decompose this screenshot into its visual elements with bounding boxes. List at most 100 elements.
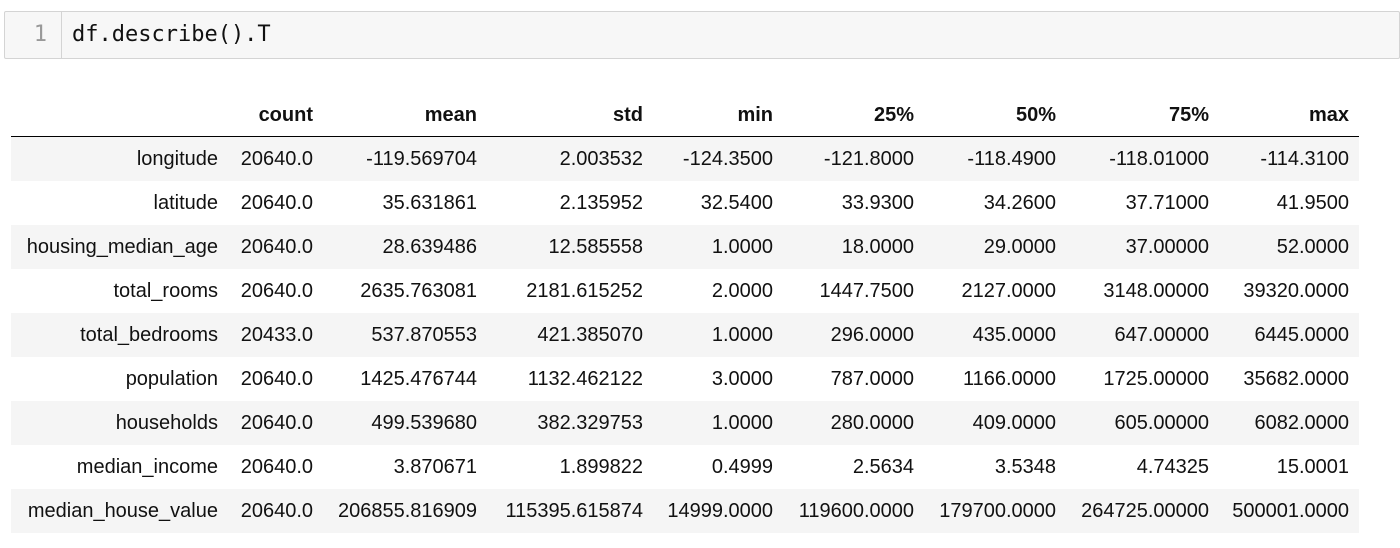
table-cell: 20640.0 [240,279,313,302]
row-label: total_bedrooms [80,323,218,346]
table-cell: 2.0000 [711,279,773,302]
table-cell: 3.5348 [994,455,1056,478]
table-cell: 647.00000 [1114,323,1209,346]
table-cell: 1425.476744 [360,367,477,390]
output-area: count mean std min 25% 50% 75% max longi… [11,94,1359,533]
table-cell: 119600.0000 [798,499,914,522]
table-cell: 20433.0 [240,323,313,346]
table-cell: -119.569704 [366,147,477,170]
table-row: population 20640.0 1425.476744 1132.462122 3… [11,357,1359,401]
table-cell: 37.00000 [1125,235,1209,258]
table-cell: 41.9500 [1276,191,1349,214]
table-cell: 115395.615874 [505,499,643,522]
table-cell: 421.385070 [537,323,643,346]
column-header: max [1219,94,1359,137]
table-cell: 179700.0000 [939,499,1056,522]
table-cell: 1447.7500 [819,279,914,302]
table-cell: 264725.00000 [1081,499,1209,522]
row-label: population [125,367,218,390]
dataframe-table: count mean std min 25% 50% 75% max longi… [11,94,1359,533]
column-header: count [228,94,323,137]
table-cell: 296.0000 [830,323,914,346]
table-cell: 39320.0000 [1243,279,1349,302]
table-row: median_house_value 20640.0 206855.816909 11… [11,489,1359,533]
table-cell: 20640.0 [240,191,313,214]
table-cell: 6082.0000 [1254,411,1349,434]
table-cell: 29.0000 [983,235,1056,258]
table-row: households 20640.0 499.539680 382.329753 1.0… [11,401,1359,445]
line-number: 1 [5,12,62,58]
table-row: median_income 20640.0 3.870671 1.899822 0.49… [11,445,1359,489]
table-cell: 33.9300 [841,191,914,214]
table-cell: 20640.0 [240,147,313,170]
row-label: median_income [76,455,218,478]
table-cell: 537.870553 [371,323,477,346]
row-label: latitude [153,191,219,214]
table-cell: 2127.0000 [961,279,1056,302]
table-cell: 206855.816909 [337,499,477,522]
row-label: median_house_value [27,499,218,522]
index-header [11,94,228,137]
table-cell: -114.3100 [1260,147,1349,170]
table-cell: 14999.0000 [667,499,773,522]
table-cell: 37.71000 [1125,191,1209,214]
table-cell: -118.01000 [1109,147,1209,170]
table-cell: 32.5400 [700,191,773,214]
table-cell: 20640.0 [240,367,313,390]
table-cell: 605.00000 [1114,411,1209,434]
table-cell: -124.3500 [682,147,773,170]
table-cell: 435.0000 [972,323,1056,346]
table-cell: 1132.462122 [527,367,643,390]
table-row: latitude 20640.0 35.631861 2.135952 32.5400 3… [11,181,1359,225]
table-cell: 34.2600 [983,191,1056,214]
table-row: longitude 20640.0 -119.569704 2.003532 -124.… [11,136,1359,181]
table-cell: 1166.0000 [962,367,1056,390]
table-cell: 15.0001 [1276,455,1349,478]
column-header: 25% [783,94,924,137]
table-cell: 787.0000 [830,367,914,390]
table-cell: 1.0000 [711,411,773,434]
row-label: longitude [136,147,218,170]
table-cell: 1725.00000 [1103,367,1209,390]
table-cell: 2181.615252 [526,279,643,302]
table-cell: 28.639486 [382,235,477,258]
table-cell: -118.4900 [967,147,1056,170]
table-cell: 1.899822 [559,455,643,478]
table-cell: 382.329753 [537,411,643,434]
table-cell: 20640.0 [240,455,313,478]
header-row: count mean std min 25% 50% 75% max [11,94,1359,137]
table-cell: 20640.0 [240,411,313,434]
table-cell: 409.0000 [972,411,1056,434]
table-cell: 280.0000 [830,411,914,434]
table-cell: 18.0000 [841,235,914,258]
column-header: std [487,94,653,137]
table-cell: 2.003532 [559,147,643,170]
table-cell: 20640.0 [240,499,313,522]
column-header: 50% [924,94,1066,137]
column-header: mean [323,94,487,137]
table-cell: 1.0000 [711,235,773,258]
table-cell: 3148.00000 [1103,279,1209,302]
row-label: total_rooms [113,279,219,302]
row-label: households [115,411,218,434]
row-label: housing_median_age [26,235,218,258]
table-cell: 2635.763081 [360,279,477,302]
table-cell: 3.870671 [393,455,477,478]
table-cell: 4.74325 [1136,455,1209,478]
table-cell: 2.5634 [852,455,914,478]
table-cell: 1.0000 [711,323,773,346]
table-cell: 6445.0000 [1254,323,1349,346]
table-row: housing_median_age 20640.0 28.639486 12.585… [11,225,1359,269]
code-cell[interactable]: 1 df.describe().T [4,11,1400,59]
table-cell: 35682.0000 [1243,367,1349,390]
table-row: total_rooms 20640.0 2635.763081 2181.615252… [11,269,1359,313]
table-row: total_bedrooms 20433.0 537.870553 421.38507… [11,313,1359,357]
code-input[interactable]: df.describe().T [72,22,271,47]
table-cell: 500001.0000 [1232,499,1349,522]
table-cell: 3.0000 [711,367,773,390]
table-cell: 35.631861 [382,191,477,214]
column-header: min [653,94,783,137]
table-cell: 52.0000 [1276,235,1349,258]
table-cell: 20640.0 [240,235,313,258]
table-cell: -121.8000 [823,147,914,170]
